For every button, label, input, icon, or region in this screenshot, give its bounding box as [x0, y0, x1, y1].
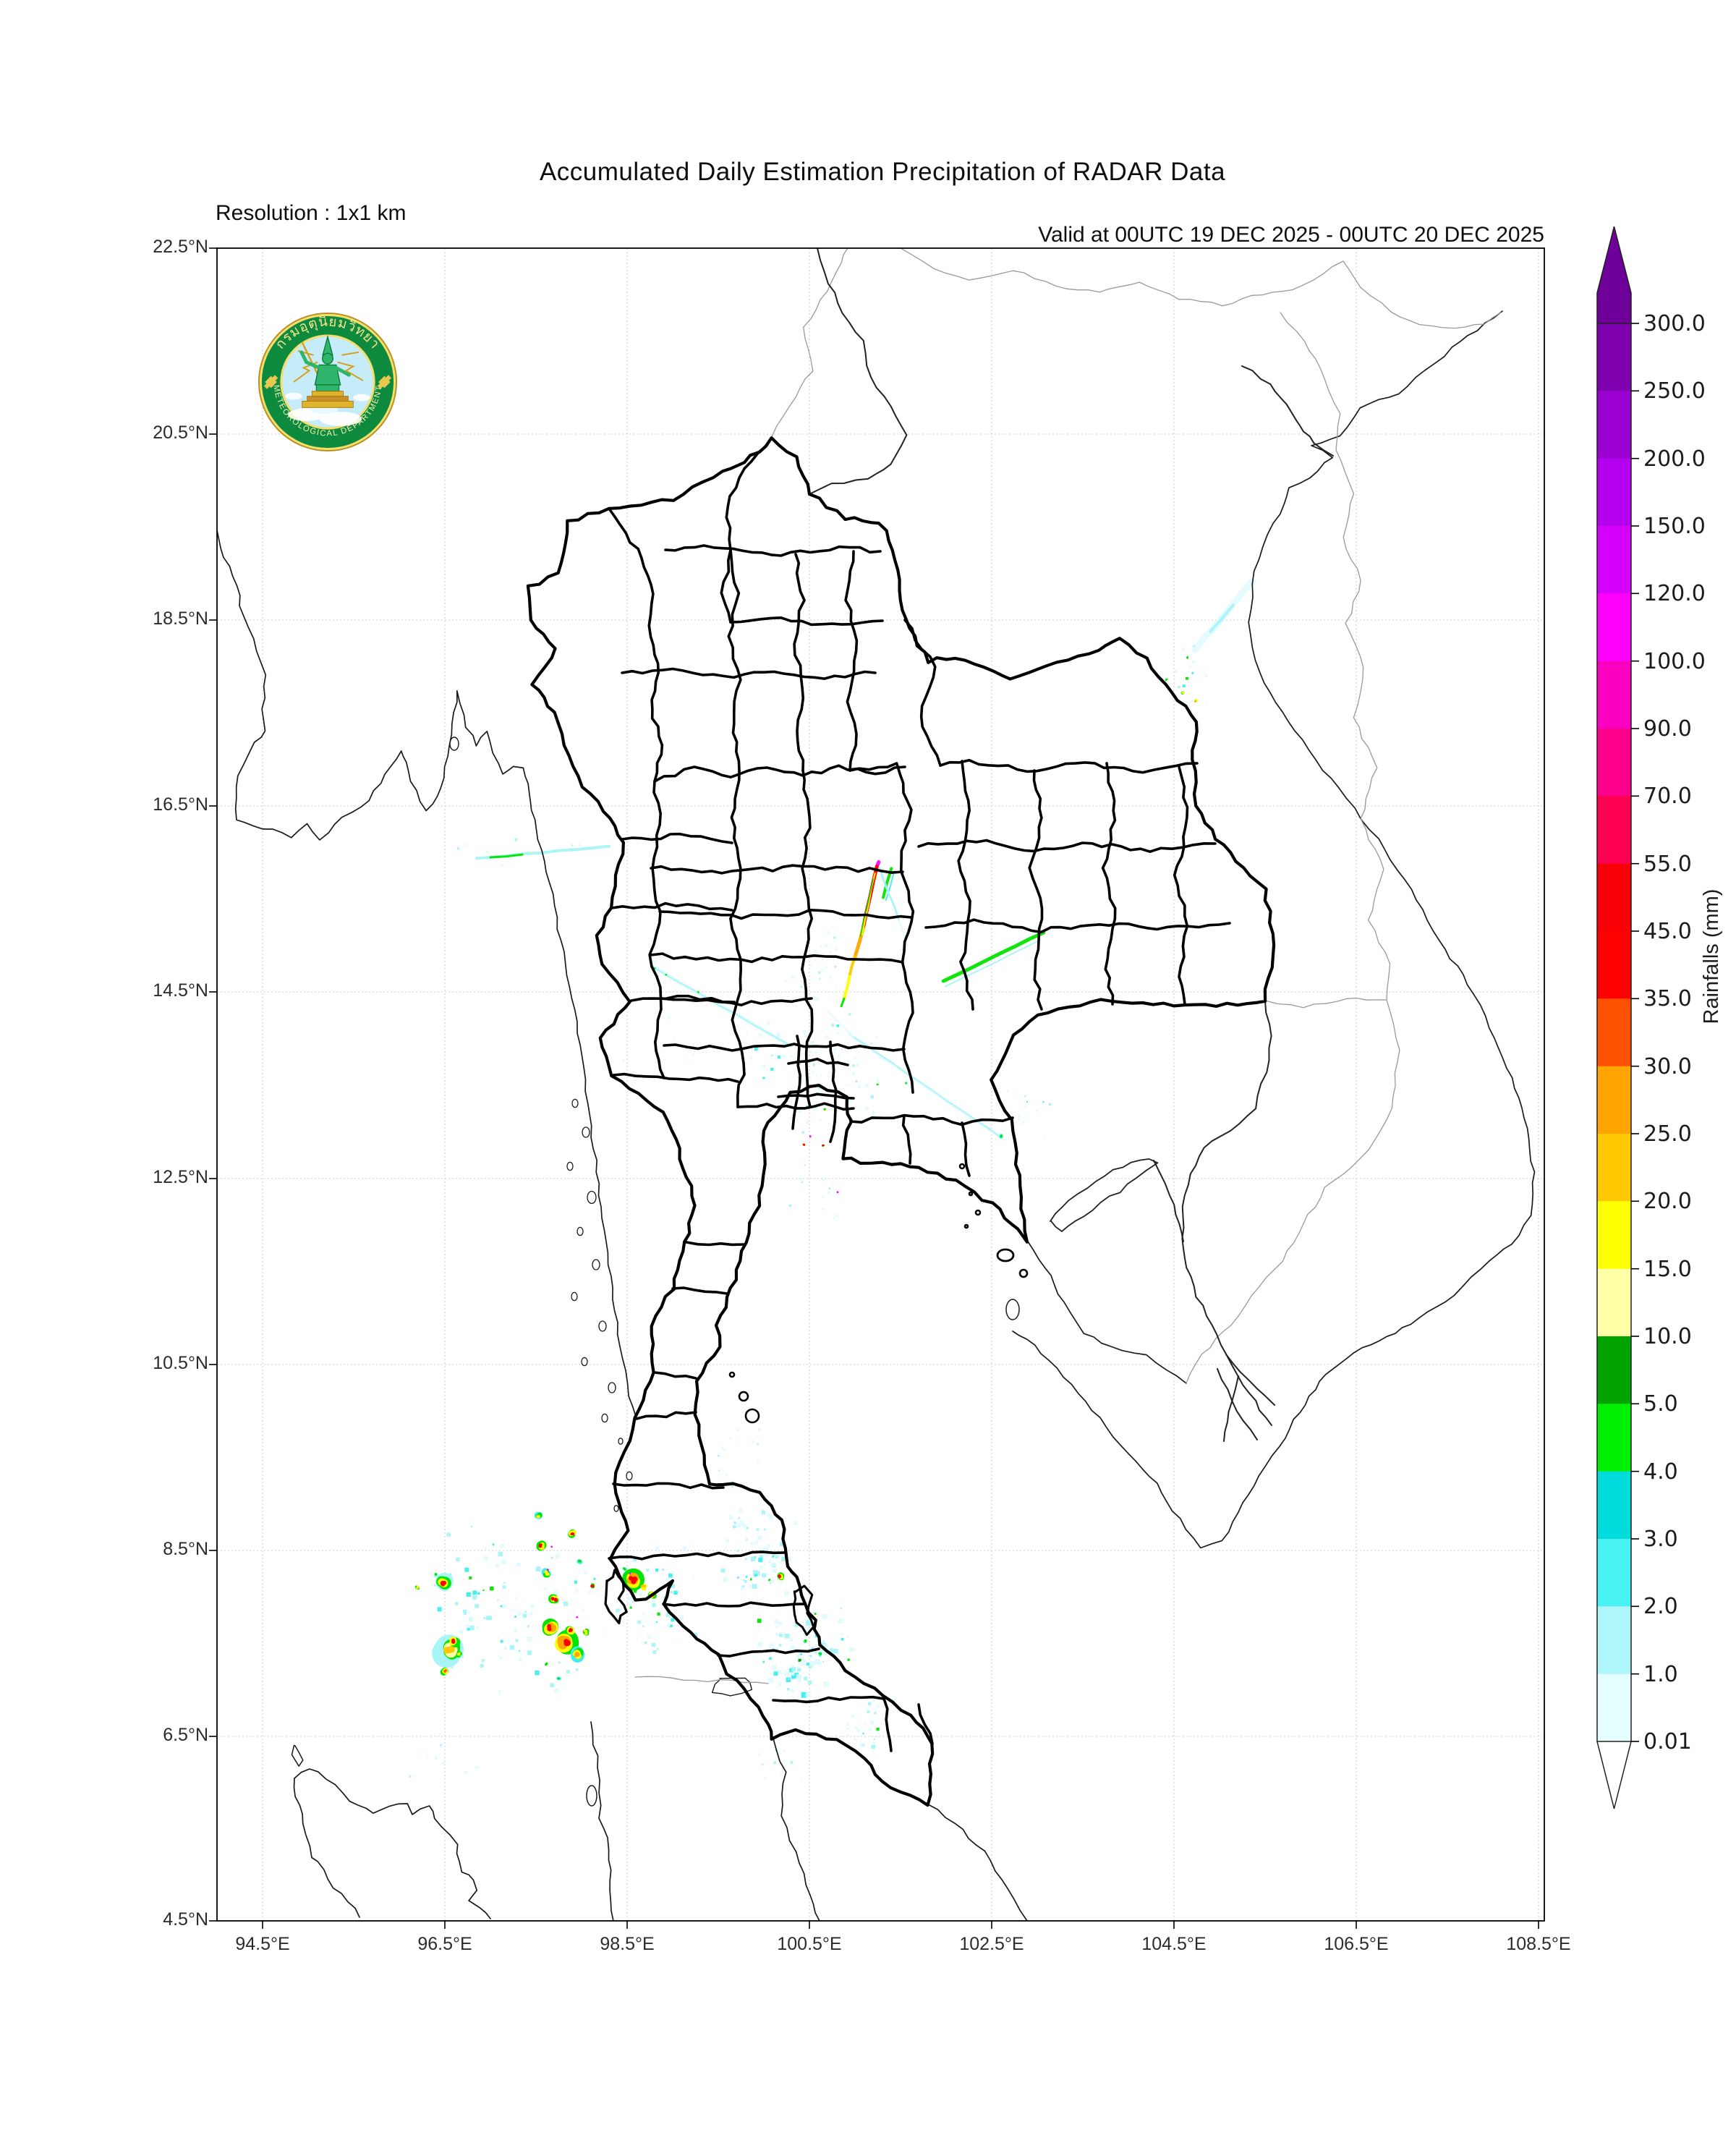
colorbar-tick-label: 4.0 — [1643, 1459, 1678, 1485]
colorbar-tick-label: 150.0 — [1643, 514, 1706, 539]
colorbar — [1596, 226, 1639, 1809]
colorbar-tick-label: 10.0 — [1643, 1324, 1692, 1349]
lat-tick-label: 4.5°N — [163, 1909, 208, 1930]
lon-tick-label: 106.5°E — [1324, 1934, 1389, 1954]
colorbar-title: Rainfalls (mm) — [1700, 888, 1723, 1024]
colorbar-segment — [1597, 1134, 1631, 1202]
colorbar-segment — [1597, 1404, 1631, 1472]
lat-tick-label: 22.5°N — [153, 237, 208, 257]
colorbar-tick-label: 30.0 — [1643, 1053, 1692, 1079]
country-borders — [634, 248, 1502, 1684]
colorbar-segment — [1597, 661, 1631, 729]
lat-tick-label: 12.5°N — [153, 1167, 208, 1187]
colorbar-arrow-top — [1596, 226, 1632, 324]
tmd-logo: กรมอุตุนิยมวิทยา METEOROLOGICAL DEPARTME… — [258, 312, 398, 452]
colorbar-tick-label: 55.0 — [1643, 851, 1692, 877]
colorbar-segment — [1597, 323, 1631, 391]
colorbar-segment — [1597, 391, 1631, 459]
colorbar-segment — [1597, 796, 1631, 865]
map-layer — [217, 248, 1544, 1921]
colorbar-segment — [1597, 931, 1631, 999]
logo-deity-figure — [299, 334, 354, 408]
colorbar-segment — [1597, 1201, 1631, 1270]
valid-period-label: Valid at 00UTC 19 DEC 2025 - 00UTC 20 DE… — [1038, 223, 1544, 247]
rivers — [809, 248, 1334, 1442]
colorbar-segment — [1597, 593, 1631, 662]
lon-tick-label: 102.5°E — [959, 1934, 1024, 1954]
radar-echoes — [409, 577, 1256, 1782]
colorbar-tick-label: 15.0 — [1643, 1256, 1692, 1282]
colorbar-tick-label: 90.0 — [1643, 716, 1692, 742]
lat-tick-label: 8.5°N — [163, 1539, 208, 1559]
lat-tick-label: 6.5°N — [163, 1725, 208, 1745]
colorbar-segment — [1597, 863, 1631, 932]
colorbar-segment — [1597, 1471, 1631, 1540]
lon-tick-label: 108.5°E — [1506, 1934, 1571, 1954]
colorbar-segment — [1597, 458, 1631, 527]
lon-tick-label: 94.5°E — [235, 1934, 290, 1954]
colorbar-segment — [1597, 1336, 1631, 1404]
colorbar-tick-label: 70.0 — [1643, 784, 1692, 810]
colorbar-arrow-bottom — [1596, 1741, 1632, 1809]
lat-tick-label: 20.5°N — [153, 423, 208, 443]
colorbar-tick-label: 100.0 — [1643, 648, 1706, 674]
colorbar-segment — [1597, 729, 1631, 797]
colorbar-tick-label: 120.0 — [1643, 581, 1706, 607]
colorbar-tick-label: 250.0 — [1643, 378, 1706, 404]
colorbar-tick-label: 5.0 — [1643, 1391, 1678, 1417]
lon-tick-label: 100.5°E — [777, 1934, 842, 1954]
colorbar-segment — [1597, 526, 1631, 594]
colorbar-tick-label: 300.0 — [1643, 311, 1706, 336]
thailand-provinces — [526, 436, 1276, 1807]
colorbar-segment — [1597, 998, 1631, 1067]
colorbar-tick-label: 2.0 — [1643, 1594, 1678, 1620]
lat-tick-label: 10.5°N — [153, 1353, 208, 1373]
colorbar-segment — [1597, 1673, 1631, 1742]
lon-tick-label: 96.5°E — [417, 1934, 472, 1954]
resolution-label: Resolution : 1x1 km — [216, 201, 407, 225]
colorbar-tick-label: 3.0 — [1643, 1527, 1678, 1552]
colorbar-segment — [1597, 1606, 1631, 1675]
colorbar-tick-label: 1.0 — [1643, 1661, 1678, 1687]
lat-tick-label: 18.5°N — [153, 608, 208, 629]
logo-clouds — [285, 392, 370, 426]
axis-ticks — [209, 247, 1539, 1929]
colorbar-tick-label: 35.0 — [1643, 986, 1692, 1012]
lon-tick-label: 104.5°E — [1141, 1934, 1207, 1954]
colorbar-segment — [1597, 1539, 1631, 1607]
coastlines-foreign — [217, 310, 1536, 1921]
colorbar-tick-label: 45.0 — [1643, 919, 1692, 944]
colorbar-tick-label: 20.0 — [1643, 1189, 1692, 1215]
figure-title: Accumulated Daily Estimation Precipitati… — [539, 158, 1226, 186]
lon-tick-label: 98.5°E — [600, 1934, 655, 1954]
colorbar-tick-label: 25.0 — [1643, 1121, 1692, 1147]
lat-tick-label: 14.5°N — [153, 980, 208, 1001]
colorbar-tick-label: 200.0 — [1643, 446, 1706, 472]
colorbar-segment — [1597, 1268, 1631, 1337]
colorbar-tick-label: 0.01 — [1643, 1729, 1692, 1754]
lat-tick-label: 16.5°N — [153, 794, 208, 815]
map-frame — [216, 247, 1545, 1922]
colorbar-segment — [1597, 1066, 1631, 1134]
graticule — [217, 248, 1544, 1921]
